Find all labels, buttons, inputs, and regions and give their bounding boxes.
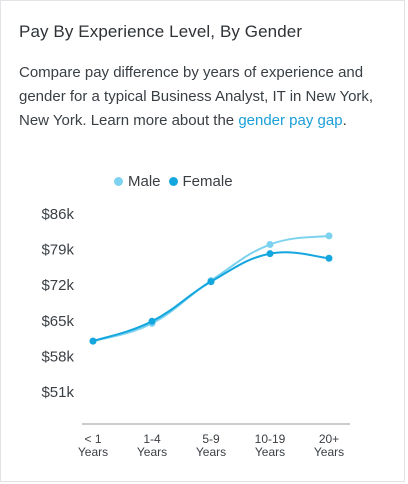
card-description: Compare pay difference by years of exper… [19, 61, 391, 133]
female-data-point [148, 317, 156, 325]
legend-male-label: Male [128, 173, 161, 190]
chart-legend: Male Female [114, 173, 241, 190]
y-tick-label: $79k [41, 242, 74, 259]
y-tick-label: $51k [41, 384, 74, 401]
female-data-point [266, 250, 274, 258]
female-marker-icon [168, 177, 178, 186]
gender-pay-gap-link[interactable]: gender pay gap [238, 112, 343, 129]
x-tick-label-unit: Years [314, 445, 344, 459]
male-data-point [266, 241, 274, 249]
female-data-point [89, 337, 97, 345]
male-marker-icon [114, 177, 123, 186]
x-tick-label-unit: Years [137, 445, 167, 459]
x-tick-label: 1-4 [143, 432, 161, 446]
x-tick-label: 5-9 [202, 432, 220, 446]
card-title: Pay By Experience Level, By Gender [19, 22, 303, 41]
female-data-point [325, 254, 333, 262]
legend-female-label: Female [182, 173, 233, 190]
male-data-point [325, 232, 333, 240]
y-tick-label: $58k [41, 348, 74, 365]
x-tick-label-unit: Years [196, 445, 226, 459]
description-text: Compare pay difference by years of exper… [19, 64, 374, 129]
x-tick-label-unit: Years [255, 445, 285, 459]
y-tick-label: $72k [41, 277, 74, 294]
description-end: . [342, 112, 347, 129]
x-tick-label-unit: Years [78, 445, 108, 459]
x-tick-label: < 1 [84, 432, 101, 446]
female-series-line [92, 251, 330, 343]
x-tick-label: 10-19 [255, 432, 286, 446]
y-tick-label: $86k [41, 206, 74, 223]
female-data-point [207, 278, 215, 286]
legend-male[interactable]: Male [114, 173, 161, 190]
x-tick-label: 20+ [319, 432, 339, 446]
y-tick-label: $65k [41, 313, 74, 330]
legend-female[interactable]: Female [168, 173, 233, 190]
